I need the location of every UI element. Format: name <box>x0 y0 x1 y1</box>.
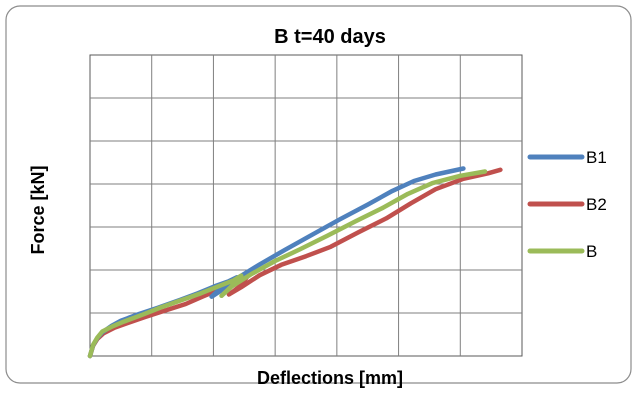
legend-item-b1: B1 <box>527 148 607 167</box>
x-axis-label: Deflections [mm] <box>257 368 403 388</box>
legend-label: B1 <box>586 148 607 167</box>
legend-item-b: B <box>527 242 597 261</box>
legend-label: B <box>586 242 597 261</box>
legend-item-b2: B2 <box>527 195 607 214</box>
series-line-b2 <box>87 167 503 359</box>
legend: B1 B2 B <box>527 148 607 261</box>
legend-label: B2 <box>586 195 607 214</box>
chart-title: B t=40 days <box>274 26 386 48</box>
series-layer <box>87 166 503 359</box>
y-axis-label: Force [kN] <box>28 165 48 254</box>
series-line-b <box>87 169 488 359</box>
